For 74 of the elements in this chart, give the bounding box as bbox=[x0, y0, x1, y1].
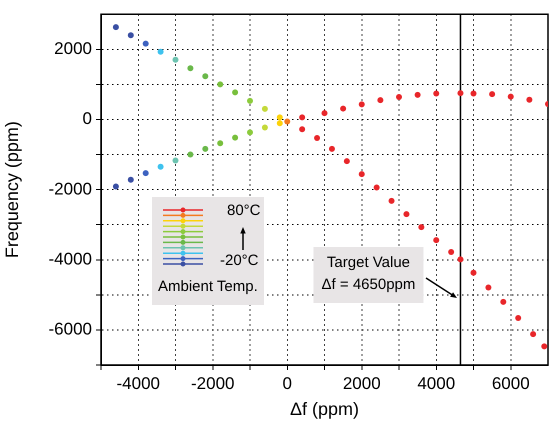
point bbox=[396, 94, 402, 100]
point bbox=[172, 157, 178, 164]
y-tick-label: 0 bbox=[82, 109, 92, 128]
point bbox=[299, 126, 306, 132]
annotation: 80°C bbox=[227, 202, 261, 219]
point bbox=[299, 114, 306, 120]
point bbox=[388, 198, 395, 204]
point bbox=[515, 314, 522, 321]
point bbox=[374, 184, 380, 190]
point bbox=[128, 176, 134, 183]
point bbox=[142, 170, 149, 176]
y-axis-title: Frequency (ppm) bbox=[2, 121, 22, 258]
point bbox=[232, 89, 238, 96]
point bbox=[470, 270, 476, 276]
y-tick-label: -2000 bbox=[48, 179, 92, 198]
point bbox=[418, 224, 424, 230]
point bbox=[247, 98, 253, 104]
point bbox=[358, 171, 365, 178]
point bbox=[158, 48, 164, 55]
x-tick-label: 4000 bbox=[417, 374, 456, 393]
x-axis-title: Δf (ppm) bbox=[290, 399, 360, 420]
point bbox=[172, 56, 178, 63]
x-tick-label: -4000 bbox=[116, 374, 160, 393]
ref-line-label: Target Value Δf = 4650ppm bbox=[322, 254, 416, 294]
point bbox=[158, 164, 164, 170]
point bbox=[276, 120, 283, 126]
point bbox=[358, 101, 365, 108]
point bbox=[202, 73, 208, 80]
point bbox=[541, 343, 548, 350]
point bbox=[414, 92, 421, 98]
point bbox=[247, 129, 253, 136]
point bbox=[217, 140, 224, 146]
point bbox=[489, 91, 496, 98]
point bbox=[142, 40, 149, 47]
point bbox=[344, 158, 350, 164]
y-tick-label: -6000 bbox=[48, 320, 92, 339]
y-tick-label: -4000 bbox=[48, 249, 92, 268]
y-tick-label: 2000 bbox=[54, 38, 92, 58]
point bbox=[112, 24, 119, 30]
point bbox=[276, 114, 283, 120]
point bbox=[508, 94, 514, 100]
point bbox=[187, 65, 194, 72]
point bbox=[217, 81, 224, 88]
point bbox=[314, 135, 320, 142]
point bbox=[202, 146, 208, 152]
point bbox=[128, 32, 134, 38]
x-tick-label: 2000 bbox=[342, 374, 381, 393]
point bbox=[448, 249, 454, 256]
point bbox=[526, 96, 532, 103]
point bbox=[433, 237, 440, 244]
annotation: Ambient Temp. bbox=[158, 278, 258, 295]
annotation: -20°C bbox=[220, 252, 259, 269]
point bbox=[284, 118, 290, 125]
point bbox=[457, 90, 464, 96]
point bbox=[457, 256, 464, 262]
point bbox=[433, 90, 440, 96]
x-tick-label: 6000 bbox=[492, 374, 530, 393]
temperature-key: 80°C -20°C Ambient Temp. bbox=[152, 197, 264, 305]
point bbox=[322, 110, 328, 116]
point bbox=[187, 152, 194, 158]
point bbox=[112, 183, 119, 190]
x-tick-label: -2000 bbox=[191, 374, 234, 393]
point bbox=[262, 106, 268, 112]
point bbox=[470, 90, 476, 96]
x-tick-label: 0 bbox=[282, 374, 292, 393]
point bbox=[403, 211, 410, 218]
point bbox=[328, 146, 335, 152]
point bbox=[232, 134, 238, 141]
point bbox=[530, 331, 536, 338]
point bbox=[485, 284, 492, 290]
point bbox=[500, 298, 506, 305]
point bbox=[262, 124, 268, 131]
point bbox=[377, 97, 384, 104]
point bbox=[340, 106, 346, 112]
